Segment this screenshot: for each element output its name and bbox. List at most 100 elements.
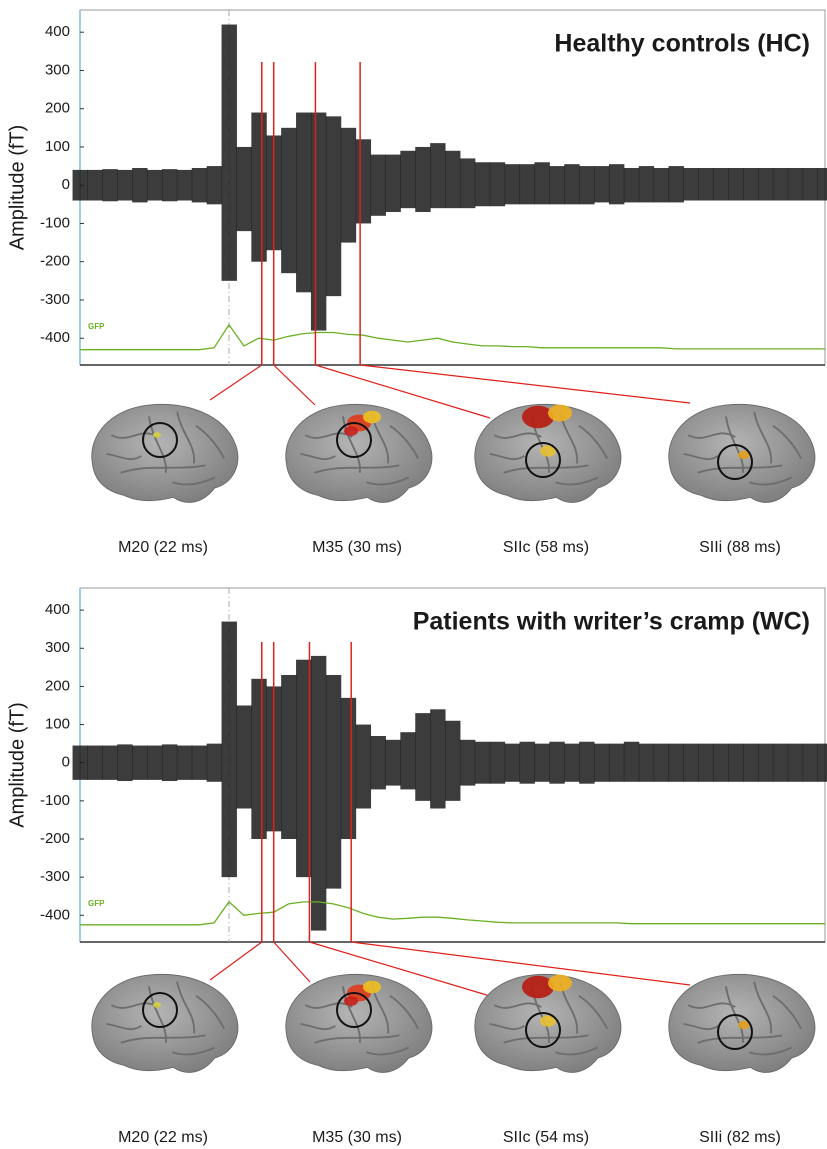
trace-envelope [326, 116, 341, 296]
trace-envelope [445, 151, 460, 208]
trace-envelope [132, 746, 147, 780]
trace-envelope [281, 675, 296, 839]
source-caption: SIIi (82 ms) [699, 1129, 781, 1146]
trace-envelope [192, 746, 207, 780]
latency-connector [274, 942, 310, 982]
trace-envelope [683, 744, 698, 782]
trace-envelope [385, 155, 400, 212]
trace-envelope [192, 168, 207, 202]
trace-envelope [73, 746, 88, 780]
trace-envelope [579, 742, 594, 784]
y-tick-label: 300 [45, 639, 70, 656]
trace-envelope [654, 744, 669, 782]
trace-envelope [132, 168, 147, 202]
y-tick-label: 0 [62, 754, 70, 771]
trace-envelope [773, 744, 788, 782]
trace-envelope [683, 168, 698, 201]
trace-envelope [803, 168, 818, 201]
trace-envelope [177, 746, 192, 780]
trace-envelope [311, 656, 326, 931]
activation [548, 975, 572, 992]
trace-envelope [639, 166, 654, 202]
trace-envelope [564, 744, 579, 782]
source-caption: M20 (22 ms) [118, 539, 208, 556]
trace-envelope [549, 742, 564, 784]
trace-envelope [698, 744, 713, 782]
trace-envelope [773, 168, 788, 201]
trace-envelope [520, 164, 535, 204]
trace-envelope [102, 746, 117, 780]
trace-envelope [162, 169, 177, 201]
y-tick-label: 200 [45, 677, 70, 694]
trace-envelope [445, 721, 460, 801]
trace-envelope [818, 744, 827, 782]
y-tick-label: 400 [45, 23, 70, 40]
activation [363, 981, 381, 994]
trace-envelope [222, 25, 237, 281]
activation [344, 996, 358, 1006]
gfp-line [80, 325, 825, 350]
trace-envelope [713, 744, 728, 782]
trace-envelope [594, 166, 609, 202]
brain-image [92, 404, 238, 502]
y-tick-label: -300 [40, 291, 70, 308]
trace-envelope [728, 744, 743, 782]
trace-envelope [147, 746, 162, 780]
trace-envelope [87, 746, 102, 780]
trace-envelope [341, 128, 356, 243]
trace-envelope [475, 162, 490, 206]
trace-envelope [743, 744, 758, 782]
trace-envelope [207, 744, 222, 782]
trace-envelope [788, 744, 803, 782]
trace-envelope [341, 698, 356, 839]
trace-envelope [460, 740, 475, 786]
activation [344, 426, 358, 436]
latency-connector [274, 365, 315, 405]
y-tick-label: 300 [45, 61, 70, 78]
trace-envelope [460, 158, 475, 208]
y-tick-label: -100 [40, 792, 70, 809]
source-caption: M35 (30 ms) [312, 539, 402, 556]
trace-envelope [520, 742, 535, 784]
trace-envelope [400, 732, 415, 789]
trace-envelope [281, 128, 296, 273]
activation [522, 976, 554, 998]
y-tick-label: 400 [45, 601, 70, 618]
trace-envelope [117, 170, 132, 201]
trace-envelope [400, 151, 415, 208]
trace-envelope [207, 166, 222, 204]
source-caption: M35 (30 ms) [312, 1129, 402, 1146]
source-caption: SIIi (88 ms) [699, 539, 781, 556]
trace-envelope [609, 744, 624, 782]
panel-title: Patients with writer’s cramp (WC) [413, 608, 810, 636]
trace-envelope [698, 168, 713, 201]
trace-envelope [251, 679, 266, 839]
trace-envelope [102, 169, 117, 201]
trace-envelope [356, 139, 371, 223]
y-tick-label: -100 [40, 214, 70, 231]
gfp-label: GFP [88, 899, 105, 908]
trace-envelope [624, 742, 639, 782]
trace-envelope [385, 740, 400, 786]
y-tick-label: -400 [40, 906, 70, 923]
trace-envelope [818, 168, 827, 201]
trace-envelope [475, 742, 490, 784]
trace-envelope [430, 143, 445, 208]
figure: Healthy controls (HC)Amplitude (fT)-400-… [0, 0, 827, 1149]
panel-title: Healthy controls (HC) [554, 30, 810, 58]
trace-envelope [534, 162, 549, 204]
trace-envelope [788, 168, 803, 201]
gfp-line [80, 902, 825, 925]
latency-connector [210, 942, 262, 980]
trace-envelope [505, 744, 520, 782]
trace-envelope [236, 147, 251, 231]
trace-envelope [728, 168, 743, 201]
trace-envelope [251, 113, 266, 262]
activation [153, 1002, 161, 1008]
y-tick-label: 0 [62, 176, 70, 193]
trace-envelope [117, 744, 132, 781]
y-tick-label: -400 [40, 329, 70, 346]
trace-envelope [326, 675, 341, 889]
y-tick-label: 200 [45, 100, 70, 117]
source-caption: M20 (22 ms) [118, 1129, 208, 1146]
